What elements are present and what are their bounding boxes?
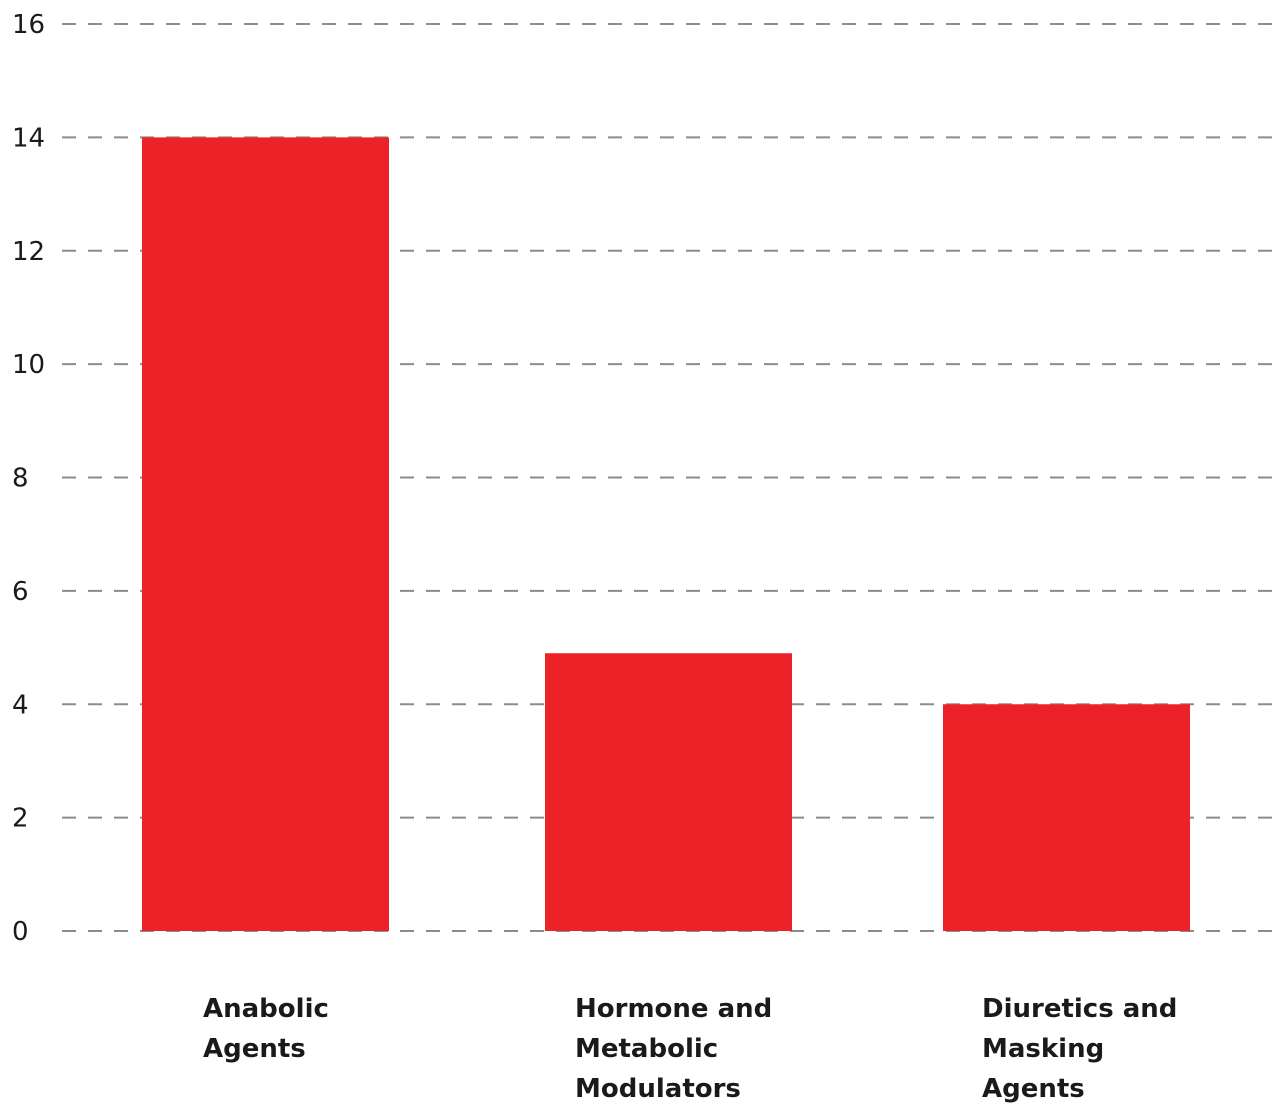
x-category-label-line: Diuretics and [982, 994, 1177, 1024]
y-tick-label: 16 [12, 10, 45, 40]
x-category-label: Diuretics and Masking Agents [982, 994, 1177, 1104]
y-axis-ticks: 0 2 4 6 8 10 12 14 16 [12, 10, 45, 947]
y-tick-label: 4 [12, 690, 29, 720]
y-tick-label: 2 [12, 804, 29, 834]
bar [943, 704, 1190, 931]
bars [142, 137, 1190, 931]
x-category-label-line: Agents [982, 1074, 1085, 1104]
x-axis-labels: Anabolic Agents Hormone and Metabolic Modula… [203, 994, 1177, 1104]
y-tick-label: 8 [12, 464, 29, 494]
bar [545, 653, 792, 931]
x-category-label-line: Metabolic [575, 1034, 718, 1064]
x-category-label-line: Agents [203, 1034, 306, 1064]
y-tick-label: 10 [12, 350, 45, 380]
x-category-label: Hormone and Metabolic Modulators [575, 994, 772, 1104]
x-category-label-line: Modulators [575, 1074, 741, 1104]
y-tick-label: 6 [12, 577, 29, 607]
bar [142, 137, 389, 931]
y-tick-label: 0 [12, 917, 29, 947]
x-category-label-line: Anabolic [203, 994, 329, 1024]
x-category-label-line: Masking [982, 1034, 1104, 1064]
x-category-label-line: Hormone and [575, 994, 772, 1024]
x-category-label: Anabolic Agents [203, 994, 329, 1064]
y-tick-label: 12 [12, 237, 45, 267]
y-tick-label: 14 [12, 123, 45, 153]
